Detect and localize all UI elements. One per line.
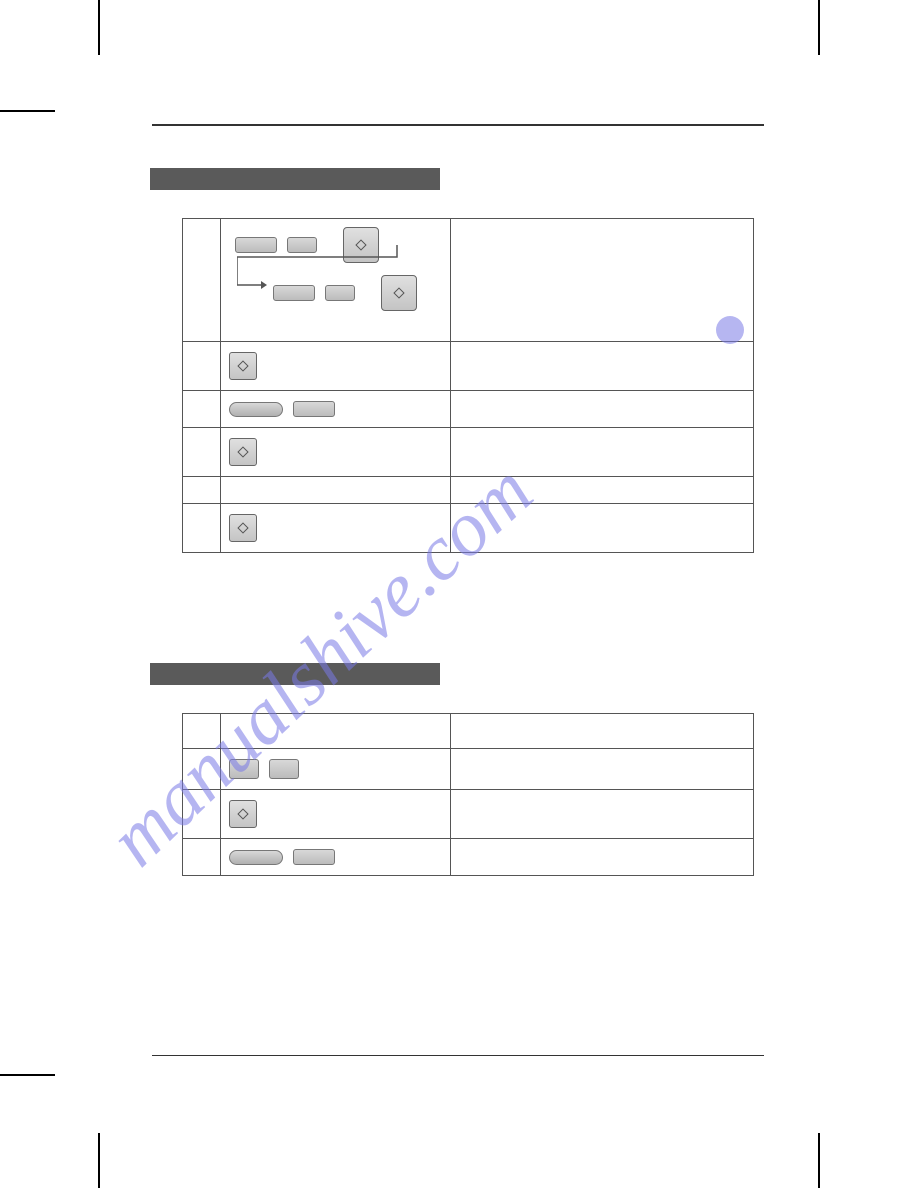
procedure-table: 1 bbox=[182, 218, 754, 553]
step-cell: 2 bbox=[183, 790, 221, 839]
table-row: 2 bbox=[183, 342, 754, 391]
oval-button bbox=[229, 402, 283, 417]
crop-mark bbox=[98, 1133, 102, 1188]
step-cell: 4 bbox=[183, 428, 221, 477]
step-cell: 1 bbox=[183, 749, 221, 790]
oval-button bbox=[229, 850, 283, 865]
table-row: 1 bbox=[183, 749, 754, 790]
horizontal-rule bbox=[152, 124, 764, 126]
step-cell: 3 bbox=[183, 839, 221, 876]
crop-mark bbox=[816, 1133, 820, 1188]
table-row: 6 bbox=[183, 504, 754, 553]
description-cell bbox=[451, 428, 754, 477]
page-content: 1 bbox=[152, 124, 764, 876]
description-cell bbox=[451, 342, 754, 391]
crop-mark bbox=[816, 0, 820, 55]
diamond-icon bbox=[237, 522, 248, 533]
table-row: 2 bbox=[183, 790, 754, 839]
diamond-icon bbox=[237, 360, 248, 371]
action-cell bbox=[221, 790, 451, 839]
table-row: 4 bbox=[183, 428, 754, 477]
description-cell bbox=[451, 839, 754, 876]
enter-key bbox=[229, 800, 257, 828]
crop-mark bbox=[0, 1074, 55, 1078]
key-button bbox=[269, 759, 299, 779]
enter-key bbox=[381, 275, 417, 311]
diamond-icon bbox=[237, 446, 248, 457]
button-flow-diagram bbox=[229, 225, 429, 335]
step-cell: 5 bbox=[183, 477, 221, 504]
step-cell: 6 bbox=[183, 504, 221, 553]
table-row: 3 bbox=[183, 839, 754, 876]
key-button bbox=[273, 285, 315, 301]
section-heading-bar bbox=[150, 168, 440, 190]
key-button bbox=[325, 285, 355, 301]
key-button bbox=[293, 401, 335, 417]
table-row: 5 bbox=[183, 477, 754, 504]
enter-key bbox=[229, 352, 257, 380]
description-cell bbox=[451, 714, 754, 749]
table-row: 1 bbox=[183, 219, 754, 342]
key-button bbox=[229, 759, 259, 779]
action-cell bbox=[221, 839, 451, 876]
crop-mark bbox=[0, 110, 55, 114]
footer-rule bbox=[152, 1055, 764, 1056]
action-cell bbox=[221, 477, 451, 504]
action-cell bbox=[221, 219, 451, 342]
description-cell bbox=[451, 749, 754, 790]
step-cell: 2 bbox=[183, 342, 221, 391]
step-cell bbox=[183, 714, 221, 749]
description-cell bbox=[451, 219, 754, 342]
description-cell bbox=[451, 790, 754, 839]
table-row bbox=[183, 714, 754, 749]
diamond-icon bbox=[393, 287, 404, 298]
action-cell bbox=[221, 749, 451, 790]
crop-mark bbox=[98, 0, 102, 55]
action-cell bbox=[221, 428, 451, 477]
action-cell bbox=[221, 391, 451, 428]
description-cell bbox=[451, 504, 754, 553]
description-cell bbox=[451, 477, 754, 504]
section-heading-bar bbox=[150, 663, 440, 685]
key-button bbox=[293, 849, 335, 865]
procedure-table: 1 2 3 bbox=[182, 713, 754, 876]
action-cell bbox=[221, 714, 451, 749]
action-cell bbox=[221, 342, 451, 391]
step-cell: 1 bbox=[183, 219, 221, 342]
step-cell: 3 bbox=[183, 391, 221, 428]
action-cell bbox=[221, 504, 451, 553]
table-row: 3 bbox=[183, 391, 754, 428]
enter-key bbox=[229, 438, 257, 466]
enter-key bbox=[229, 514, 257, 542]
diamond-icon bbox=[237, 808, 248, 819]
description-cell bbox=[451, 391, 754, 428]
